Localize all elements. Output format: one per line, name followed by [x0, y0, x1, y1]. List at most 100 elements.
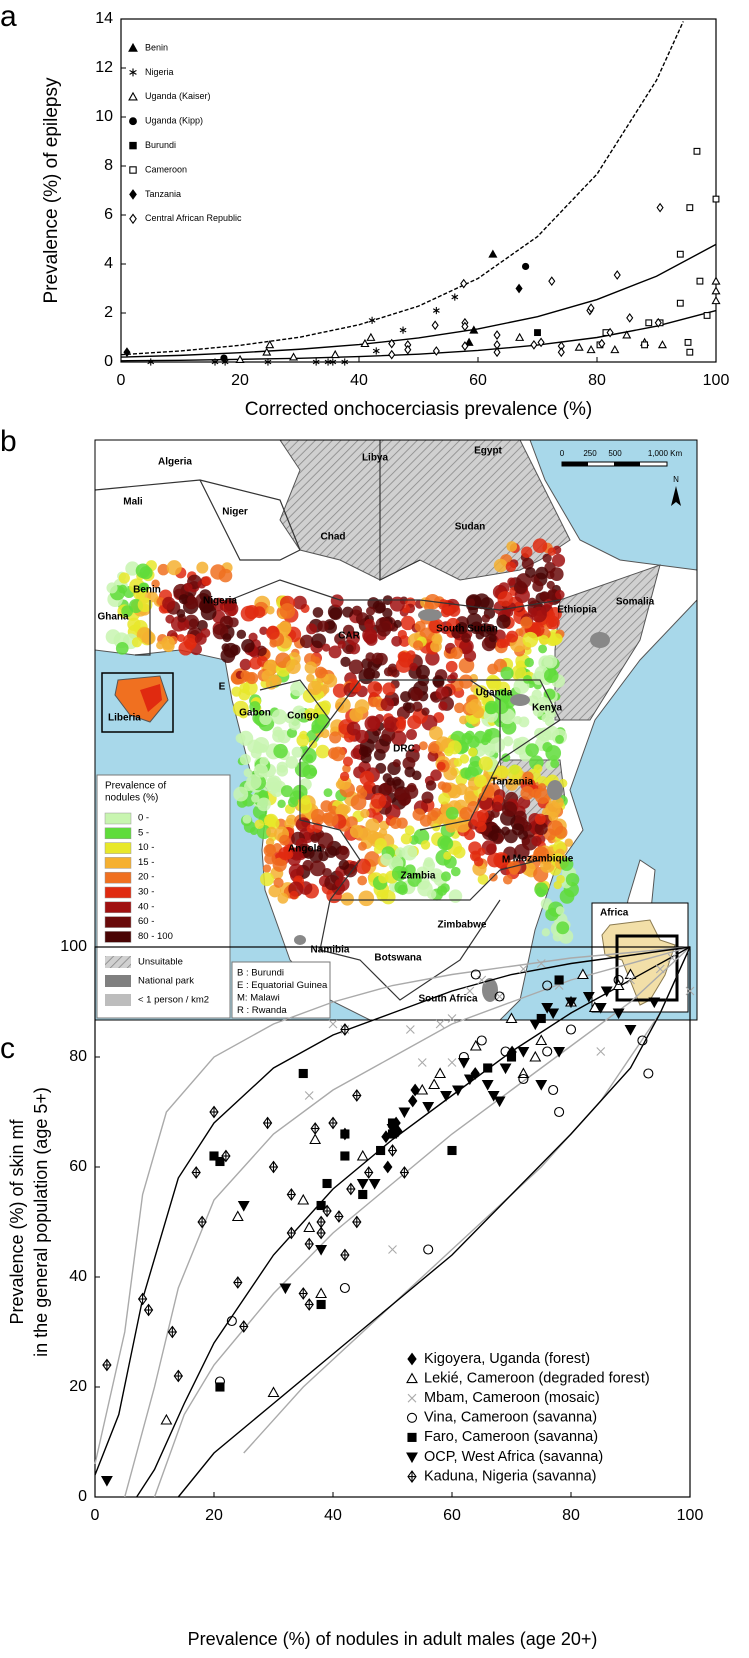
y-axis-label: Prevalence (%) of epilepsy — [41, 77, 62, 303]
marker-part — [637, 1035, 648, 1046]
marker-part — [432, 308, 440, 313]
point — [481, 1079, 494, 1091]
point — [529, 1019, 542, 1031]
point — [428, 1078, 441, 1090]
point — [519, 964, 528, 974]
marker-part — [399, 327, 407, 333]
prevalence-patch — [199, 589, 212, 602]
marker-part — [534, 329, 541, 337]
marker-part — [422, 1101, 435, 1113]
marker-part — [340, 1129, 350, 1139]
prevalence-patch — [266, 606, 275, 615]
prevalence-patch — [166, 560, 182, 576]
national-park — [590, 632, 610, 648]
point — [536, 959, 546, 968]
point — [423, 1244, 434, 1255]
point — [596, 1047, 606, 1056]
prevalence-patch — [312, 607, 324, 618]
prevalence-patch — [483, 786, 495, 797]
point — [408, 1094, 418, 1108]
country-label: Chad — [321, 532, 346, 543]
prevalence-patch — [531, 835, 542, 847]
marker-part — [505, 1012, 518, 1024]
marker-part — [160, 1413, 173, 1425]
marker-part — [440, 1090, 452, 1102]
prevalence-patch — [556, 874, 565, 884]
prevalence-patch — [502, 736, 514, 747]
legend-marker — [129, 117, 137, 126]
marker-part — [703, 312, 711, 319]
marker-part — [386, 1123, 399, 1135]
marker-part — [685, 986, 695, 996]
prevalence-patch — [370, 793, 387, 809]
point — [576, 968, 589, 980]
prevalence-patch — [534, 882, 549, 897]
point — [160, 1413, 173, 1425]
national-park — [482, 978, 498, 1002]
prevalence-patch — [441, 782, 452, 793]
prevalence-patch — [527, 695, 539, 707]
prevalence-patch — [239, 753, 251, 765]
point — [416, 1083, 429, 1095]
legend-marker — [407, 1432, 417, 1442]
marker-part — [515, 283, 523, 294]
prevalence-patch — [559, 857, 574, 871]
prevalence-patch — [411, 770, 422, 781]
prevalence-patch — [473, 593, 490, 610]
marker-part — [267, 1386, 280, 1398]
prevalence-patch — [555, 906, 565, 915]
marker-part — [215, 1156, 225, 1167]
prevalence-patch — [437, 599, 449, 610]
x-tick-label: 60 — [469, 372, 487, 389]
prevalence-patch — [261, 669, 274, 683]
marker-part — [447, 1014, 457, 1023]
marker-part — [499, 1063, 512, 1075]
marker-part — [596, 1047, 606, 1056]
prevalence-patch — [500, 666, 514, 680]
marker-part — [447, 1145, 457, 1156]
marker-part — [457, 1057, 470, 1069]
prevalence-patch — [382, 607, 393, 619]
prevalence-patch — [151, 579, 160, 588]
marker-part — [406, 1372, 418, 1384]
national-park — [547, 780, 563, 800]
point — [500, 1046, 511, 1057]
prevalence-patch — [511, 665, 527, 681]
prevalence-patch — [306, 673, 315, 683]
map-frame — [94, 439, 698, 1021]
legend-swatch — [104, 931, 132, 943]
prevalence-patch — [448, 889, 463, 903]
marker-part — [711, 296, 721, 305]
prevalence-patch — [249, 701, 261, 713]
point — [220, 354, 228, 362]
marker-part — [542, 1046, 553, 1057]
point — [622, 330, 632, 339]
marker-part — [487, 1090, 500, 1102]
prevalence-patch — [302, 847, 315, 859]
marker-part — [469, 1039, 482, 1051]
legend-marker — [407, 1470, 417, 1484]
marker-part — [329, 359, 337, 365]
prevalence-patch — [395, 657, 412, 673]
point — [309, 1133, 322, 1145]
prevalence-patch — [256, 645, 267, 657]
marker-part — [309, 1133, 322, 1145]
prevalence-patch — [228, 617, 239, 628]
point — [447, 1058, 457, 1067]
prevalence-patch — [421, 707, 430, 716]
prevalence-patch — [420, 840, 431, 850]
y-axis-label: in the general population (age 5+) — [31, 1087, 51, 1357]
legend-marker — [129, 213, 137, 225]
point — [586, 345, 596, 354]
prevalence-patch — [201, 576, 212, 586]
marker-part — [598, 338, 606, 349]
point — [215, 1156, 225, 1167]
prevalence-patch — [541, 928, 550, 937]
legend-label: 0 - — [138, 813, 149, 824]
point — [147, 358, 155, 366]
prevalence-patch — [453, 758, 463, 767]
point — [405, 1025, 415, 1034]
prevalence-patch — [425, 651, 440, 666]
marker-part — [407, 1432, 417, 1442]
point — [537, 337, 545, 348]
